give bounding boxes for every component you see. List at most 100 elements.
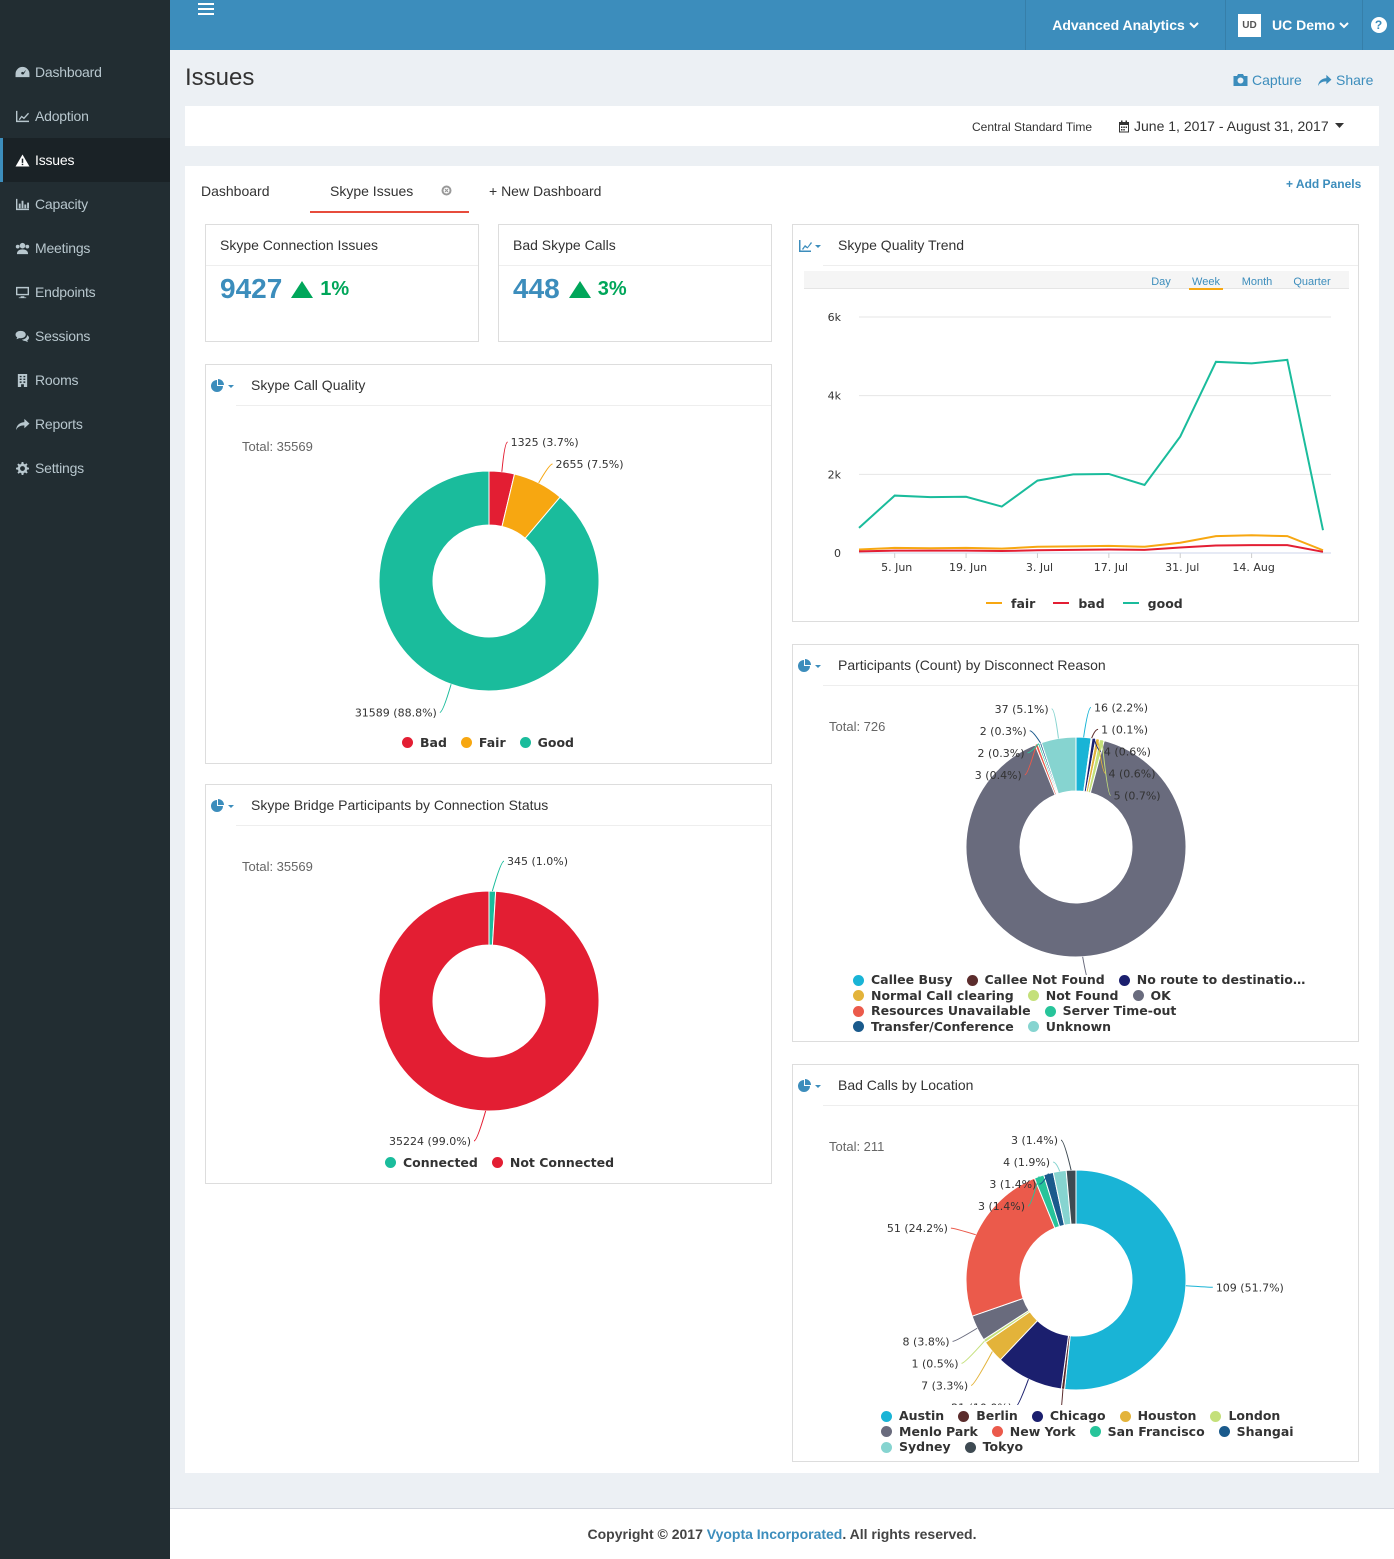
legend-item[interactable]: Houston (1119, 1409, 1196, 1423)
sidebar-item-sessions[interactable]: Sessions (0, 314, 170, 358)
sidebar-item-reports[interactable]: Reports (0, 402, 170, 446)
legend-item[interactable]: Transfer/Conference (853, 1019, 1014, 1034)
menu-toggle-icon[interactable] (198, 3, 214, 18)
chart-legend: fair bad good (986, 592, 1201, 611)
pie-slice-ok[interactable] (965, 740, 1187, 958)
legend-item[interactable]: New York (991, 1424, 1076, 1439)
legend-swatch (1027, 1021, 1039, 1032)
tab-dashboard[interactable]: Dashboard (201, 183, 270, 199)
user-menu[interactable]: UD UC Demo (1225, 0, 1362, 50)
quality-trend-line-chart: 0 2k 4k 6k 5. Jun 19. Jun 3. Jul 17. Jul 31. Jul… (828, 311, 1331, 574)
legend-label: Callee Not Found (984, 972, 1105, 987)
legend-item[interactable]: Normal Call clearing (853, 988, 1014, 1003)
legend-item[interactable]: Menlo Park (881, 1424, 978, 1439)
sidebar-item-rooms[interactable]: Rooms (0, 358, 170, 402)
tab-skype-issues[interactable]: Skype Issues (330, 183, 414, 199)
panel-bad-calls-location: Bad Calls by Location Total: 211 109 (51… (792, 1064, 1359, 1462)
legend-item[interactable]: Not Connected (491, 1155, 614, 1170)
help-button[interactable]: ? (1362, 0, 1394, 50)
sidebar-item-label: Issues (35, 152, 75, 168)
legend-item[interactable]: Callee Not Found (966, 972, 1105, 987)
pie-slice-tokyo[interactable] (1065, 1169, 1077, 1225)
legend-label: Austin (899, 1408, 945, 1423)
share-button[interactable]: Share (1317, 72, 1373, 88)
legend-item[interactable]: Bad (402, 735, 447, 750)
legend-item[interactable]: Connected (385, 1155, 478, 1170)
period-quarter[interactable]: Quarter (1293, 276, 1331, 288)
series-line-good[interactable] (858, 358, 1324, 531)
close-tab-icon[interactable] (441, 185, 452, 196)
y-tick-label: 6k (828, 311, 842, 324)
series-line-bad[interactable] (858, 544, 1324, 553)
legend-item[interactable]: Server Time-out (1044, 1004, 1176, 1018)
legend-item[interactable]: Sydney (881, 1440, 951, 1454)
legend-item[interactable]: San Francisco (1089, 1424, 1205, 1439)
sidebar-item-issues[interactable]: Issues (0, 138, 170, 182)
pie-chart-menu-icon[interactable] (211, 799, 237, 813)
help-icon: ? (1370, 17, 1387, 33)
sidebar-item-meetings[interactable]: Meetings (0, 226, 170, 270)
data-label: 4 (0.6%) (1104, 745, 1151, 758)
add-panels-button[interactable]: + Add Panels (1286, 177, 1362, 191)
pie-chart-menu-icon[interactable] (798, 659, 824, 673)
legend-item[interactable]: bad (1053, 596, 1105, 611)
legend-item[interactable]: Good (519, 735, 574, 750)
legend-item[interactable]: good (1122, 596, 1183, 611)
legend-item[interactable]: Chicago (1031, 1409, 1106, 1423)
label-connector (952, 1327, 978, 1342)
line-chart-icon (16, 110, 29, 122)
legend-item[interactable]: Unknown (1027, 1019, 1111, 1034)
legend-item[interactable]: No route to destinatio… (1118, 973, 1305, 987)
legend-swatch (1119, 1410, 1131, 1422)
pie-slice-new-york[interactable] (965, 1177, 1056, 1317)
sidebar-item-label: Rooms (35, 372, 79, 388)
series-line-fair[interactable] (858, 534, 1324, 552)
panel-bridge-participants: Skype Bridge Participants by Connection … (205, 784, 772, 1184)
period-day[interactable]: Day (1151, 276, 1171, 288)
capture-button[interactable]: Capture (1233, 72, 1302, 88)
x-tick-label: 14. Aug (1232, 561, 1274, 574)
legend-label: fair (1011, 595, 1036, 611)
pie-slice-not-connected[interactable] (378, 890, 600, 1112)
legend-item[interactable]: Austin (881, 1409, 944, 1423)
legend-item[interactable]: Fair (460, 735, 506, 750)
call-quality-donut: 1325 (3.7%) 2655 (7.5%) 31589 (88.8%) (355, 436, 624, 719)
period-week[interactable]: Week (1189, 276, 1223, 290)
chart-total: Total: 35569 (242, 859, 313, 874)
date-range-picker[interactable]: June 1, 2017 - August 31, 2017 (1118, 118, 1344, 134)
legend-item[interactable]: Tokyo (964, 1440, 1023, 1454)
pie-chart-menu-icon[interactable] (798, 1079, 824, 1093)
data-label: 1325 (3.7%) (511, 436, 579, 449)
sidebar-item-label: Endpoints (35, 284, 96, 300)
label-connector (1093, 738, 1102, 752)
x-tick-label: 31. Jul (1165, 561, 1199, 574)
legend-item[interactable]: Berlin (958, 1409, 1018, 1423)
kpi-connection-issues: Skype Connection Issues 9427 1% (205, 224, 479, 342)
building-icon (17, 373, 28, 387)
sidebar-item-adoption[interactable]: Adoption (0, 94, 170, 138)
company-link[interactable]: Vyopta Incorporated (706, 1526, 843, 1542)
legend-swatch (1122, 602, 1139, 604)
advanced-analytics-menu[interactable]: Advanced Analytics (1025, 0, 1225, 50)
tab-new-dashboard[interactable]: + New Dashboard (489, 183, 602, 199)
legend-item[interactable]: OK (1132, 988, 1171, 1003)
legend-item[interactable]: Resources Unavailable (853, 1004, 1031, 1018)
period-month[interactable]: Month (1241, 276, 1273, 288)
sidebar-item-settings[interactable]: Settings (0, 446, 170, 490)
pie-slice-austin[interactable] (1064, 1169, 1187, 1391)
line-chart-menu-icon[interactable] (798, 239, 824, 253)
legend-item[interactable]: Callee Busy (853, 973, 953, 987)
data-label: 8 (3.8%) (903, 1335, 950, 1348)
legend-item[interactable]: Shangai (1218, 1424, 1294, 1439)
pie-chart-menu-icon[interactable] (211, 379, 237, 393)
pie-slice-good[interactable] (378, 470, 600, 692)
legend-item[interactable]: fair (986, 596, 1035, 611)
legend-item[interactable]: Not Found (1027, 988, 1119, 1003)
y-tick-label: 2k (828, 468, 842, 481)
timezone-label[interactable]: Central Standard Time (972, 120, 1093, 134)
sidebar-item-endpoints[interactable]: Endpoints (0, 270, 170, 314)
sidebar-item-capacity[interactable]: Capacity (0, 182, 170, 226)
legend-item[interactable]: London (1210, 1409, 1280, 1423)
sidebar-item-dashboard[interactable]: Dashboard (0, 50, 170, 94)
pie-slice-unknown[interactable] (1040, 736, 1077, 795)
